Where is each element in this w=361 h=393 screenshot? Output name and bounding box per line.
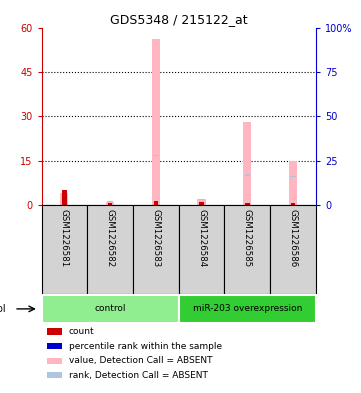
- Text: percentile rank within the sample: percentile rank within the sample: [69, 342, 222, 351]
- Bar: [107, 201, 113, 202]
- Bar: [291, 202, 295, 205]
- Bar: [47, 358, 62, 364]
- Bar: [245, 202, 249, 205]
- Bar: [106, 202, 114, 205]
- Text: GSM1226586: GSM1226586: [288, 209, 297, 268]
- Text: protocol: protocol: [0, 304, 6, 314]
- Bar: [270, 205, 316, 294]
- Text: value, Detection Call = ABSENT: value, Detection Call = ABSENT: [69, 356, 213, 365]
- Text: control: control: [94, 305, 126, 313]
- Bar: [199, 202, 204, 205]
- Bar: [179, 295, 316, 323]
- Text: miR-203 overexpression: miR-203 overexpression: [193, 305, 302, 313]
- Bar: [62, 192, 67, 193]
- Bar: [244, 174, 250, 176]
- Bar: [108, 202, 112, 205]
- Bar: [290, 176, 296, 177]
- Bar: [153, 154, 158, 156]
- Bar: [47, 343, 62, 349]
- Text: GSM1226584: GSM1226584: [197, 209, 206, 268]
- Bar: [42, 295, 179, 323]
- Text: GSM1226581: GSM1226581: [60, 209, 69, 268]
- Bar: [60, 193, 69, 205]
- Bar: [42, 205, 87, 294]
- Bar: [133, 205, 179, 294]
- Bar: [47, 329, 62, 334]
- Title: GDS5348 / 215122_at: GDS5348 / 215122_at: [110, 13, 248, 26]
- Text: count: count: [69, 327, 95, 336]
- Bar: [179, 205, 225, 294]
- Text: GSM1226583: GSM1226583: [151, 209, 160, 268]
- Bar: [289, 161, 297, 205]
- Bar: [153, 200, 158, 205]
- Bar: [197, 199, 206, 205]
- Bar: [225, 205, 270, 294]
- Bar: [62, 190, 67, 205]
- Bar: [243, 122, 251, 205]
- Text: rank, Detection Call = ABSENT: rank, Detection Call = ABSENT: [69, 371, 208, 380]
- Bar: [152, 39, 160, 205]
- Bar: [199, 199, 204, 200]
- Text: GSM1226582: GSM1226582: [106, 209, 114, 268]
- Text: GSM1226585: GSM1226585: [243, 209, 252, 268]
- Bar: [47, 372, 62, 378]
- Bar: [87, 205, 133, 294]
